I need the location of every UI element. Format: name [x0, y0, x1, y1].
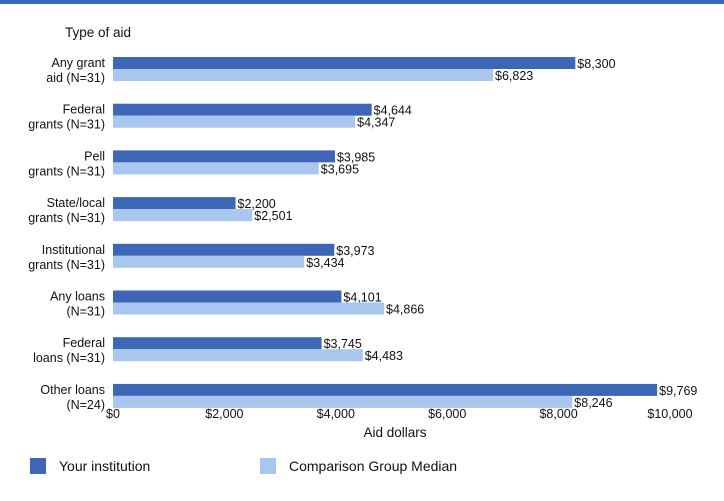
- value-label-comparison-median: $3,434: [306, 256, 344, 270]
- category-label-line: Federal: [63, 336, 105, 350]
- legend-label-comparison-median: Comparison Group Median: [289, 458, 458, 474]
- category-label: Institutional grants (N=31): [28, 243, 105, 272]
- bar-your-institution: [113, 337, 322, 350]
- bar-your-institution: [113, 197, 236, 210]
- category-label-line: grants (N=31): [28, 118, 105, 132]
- x-axis-ticks: $0 $2,000 $4,000 $6,000 $8,000 $10,000: [106, 407, 693, 421]
- bar-comparison-median: [113, 115, 356, 128]
- value-label-your-institution: $2,200: [238, 197, 276, 211]
- category-label-line: grants (N=31): [28, 164, 105, 178]
- category-label: State/local grants (N=31): [28, 196, 105, 225]
- legend: Your institution Comparison Group Median: [30, 455, 720, 477]
- y-axis-title: Type of aid: [65, 25, 131, 40]
- value-label-your-institution: $3,973: [336, 244, 374, 258]
- bar-comparison-median: [113, 302, 385, 315]
- value-label-comparison-median: $2,501: [254, 209, 292, 223]
- category-label-line: Pell: [84, 149, 105, 163]
- value-label-comparison-median: $4,483: [365, 349, 403, 363]
- x-tick-label: $2,000: [205, 407, 243, 421]
- category-label-line: (N=24): [66, 398, 105, 412]
- bar-chart: Type of aid Any grant aid (N=31) $8,300 $6,…: [28, 25, 697, 440]
- bar-your-institution: [113, 290, 342, 303]
- value-label-comparison-median: $8,246: [574, 396, 612, 410]
- legend-label-your-institution: Your institution: [59, 458, 151, 474]
- value-label-comparison-median: $4,347: [357, 116, 395, 130]
- category-label-line: (N=31): [66, 305, 105, 319]
- category-label: Any loans (N=31): [50, 290, 105, 319]
- category-label-line: Other loans: [40, 383, 105, 397]
- category-label: Federal loans (N=31): [33, 336, 105, 365]
- x-axis-title: Aid dollars: [363, 425, 426, 440]
- value-label-your-institution: $4,101: [343, 291, 381, 305]
- value-label-your-institution: $4,644: [374, 104, 412, 118]
- category-label-line: Any loans: [50, 290, 105, 304]
- category-label-line: Institutional: [42, 243, 105, 257]
- value-label-your-institution: $9,769: [659, 384, 697, 398]
- category-label-line: State/local: [47, 196, 105, 210]
- value-label-your-institution: $8,300: [577, 57, 615, 71]
- x-tick-label: $6,000: [428, 407, 466, 421]
- category-label: Any grant aid (N=31): [46, 56, 105, 85]
- category-label-line: Any grant: [51, 56, 105, 70]
- value-label-comparison-median: $4,866: [386, 303, 424, 317]
- bar-comparison-median: [113, 395, 573, 408]
- category-label-line: grants (N=31): [28, 258, 105, 272]
- category-label-line: loans (N=31): [33, 351, 105, 365]
- legend-item-your-institution: Your institution: [30, 455, 150, 477]
- value-label-your-institution: $3,745: [324, 337, 362, 351]
- category-label: Pell grants (N=31): [28, 149, 105, 178]
- bar-your-institution: [113, 243, 335, 256]
- bar-comparison-median: [113, 255, 305, 268]
- category-label-line: Federal: [63, 103, 105, 117]
- value-label-your-institution: $3,985: [337, 150, 375, 164]
- x-tick-label: $8,000: [539, 407, 577, 421]
- header-rule: [0, 0, 724, 4]
- category-label-line: grants (N=31): [28, 211, 105, 225]
- bar-your-institution: [113, 57, 576, 69]
- category-label: Other loans (N=24): [40, 383, 105, 412]
- x-tick-label: $0: [106, 407, 120, 421]
- bar-comparison-median: [113, 162, 319, 175]
- bar-comparison-median: [113, 349, 363, 362]
- bar-comparison-median: [113, 69, 494, 81]
- x-tick-label: $4,000: [317, 407, 355, 421]
- bar-your-institution: [113, 103, 372, 116]
- x-tick-label: $10,000: [647, 407, 692, 421]
- legend-item-comparison-median: Comparison Group Median: [260, 455, 457, 477]
- category-label-line: aid (N=31): [46, 71, 105, 85]
- category-label: Federal grants (N=31): [28, 103, 105, 132]
- value-label-comparison-median: $6,823: [495, 69, 533, 83]
- bar-your-institution: [113, 383, 658, 396]
- value-label-comparison-median: $3,695: [321, 162, 359, 176]
- legend-swatch-comparison-median: [260, 458, 276, 474]
- legend-swatch-your-institution: [30, 458, 46, 474]
- bar-your-institution: [113, 150, 335, 163]
- bar-comparison-median: [113, 209, 253, 222]
